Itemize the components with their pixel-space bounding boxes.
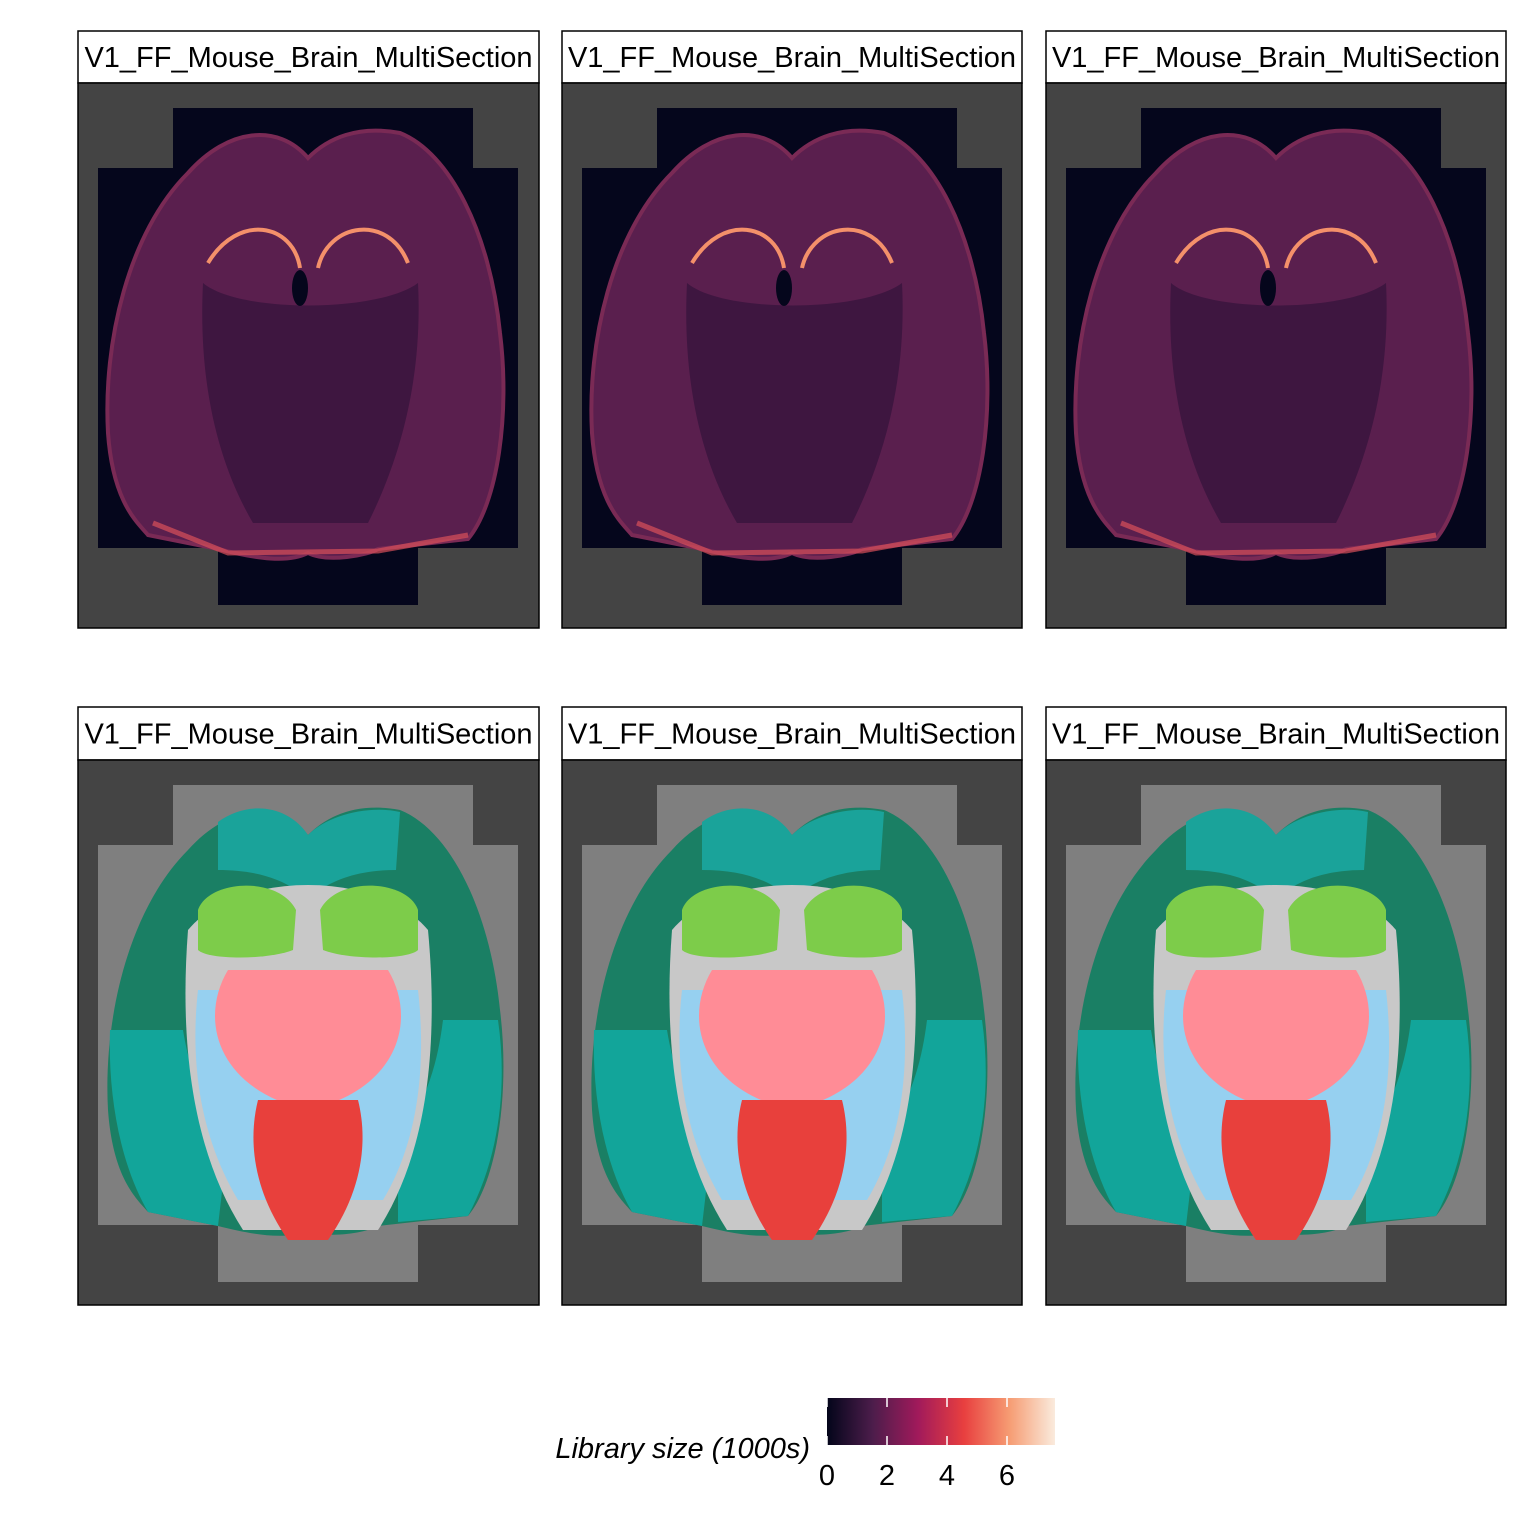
hippocampus [1174,227,1378,269]
hippocampus [1288,885,1386,958]
thalamus [698,970,886,1110]
thalamus [214,970,402,1110]
panel-title: V1_FF_Mouse_Brain_MultiSection [1052,42,1500,74]
strip [1045,706,1507,761]
hippocampus [690,227,894,269]
cortex-lateral [593,1030,712,1226]
ventricle [776,270,792,306]
colorbar-tick-label: 4 [939,1460,955,1492]
cortex-lateral [1077,1030,1196,1226]
spot-image [1066,108,1486,605]
edge [152,520,469,556]
cortex-top [1186,808,1368,900]
colorbar-tick-label: 0 [819,1460,835,1492]
strip [561,706,1023,761]
hippocampus [206,227,410,269]
hippocampus [804,885,902,958]
brainstem [737,1100,847,1240]
spot-image [582,785,1002,1282]
edge [1120,520,1437,556]
hippocampus [198,885,296,958]
hippocampus [1166,885,1264,958]
tissue-inner [1170,283,1387,523]
colorbar-tick-label: 2 [879,1460,895,1492]
panel-title: V1_FF_Mouse_Brain_MultiSection [84,42,532,74]
hippocampus [320,885,418,958]
cortex-top [218,808,400,900]
hippocampus [682,885,780,958]
brainstem [253,1100,363,1240]
panel-title: V1_FF_Mouse_Brain_MultiSection [1052,719,1500,751]
cortex-top [702,808,884,900]
panel-title: V1_FF_Mouse_Brain_MultiSection [568,719,1016,751]
cortex-lateral [1366,1020,1470,1222]
cortex-lateral [882,1020,986,1222]
spot-image [98,108,518,605]
spot-image [582,108,1002,605]
colorbar-tick-label: 6 [999,1460,1015,1492]
edge [636,520,953,556]
ventricle [292,270,308,306]
cortex-lateral [109,1030,228,1226]
strip [77,30,540,84]
strip [77,706,540,761]
panel-title: V1_FF_Mouse_Brain_MultiSection [568,42,1016,74]
brainstem [1221,1100,1331,1240]
spot-image [1066,785,1486,1282]
spot-image [98,785,518,1282]
ventricle [1260,270,1276,306]
legend-title: Library size (1000s) [555,1433,810,1465]
tissue-inner [202,283,419,523]
colorbar [827,1398,1055,1445]
panel-title: V1_FF_Mouse_Brain_MultiSection [84,719,532,751]
tissue-inner [686,283,903,523]
thalamus [1182,970,1370,1110]
cortex-lateral [398,1020,502,1222]
strip [561,30,1023,84]
